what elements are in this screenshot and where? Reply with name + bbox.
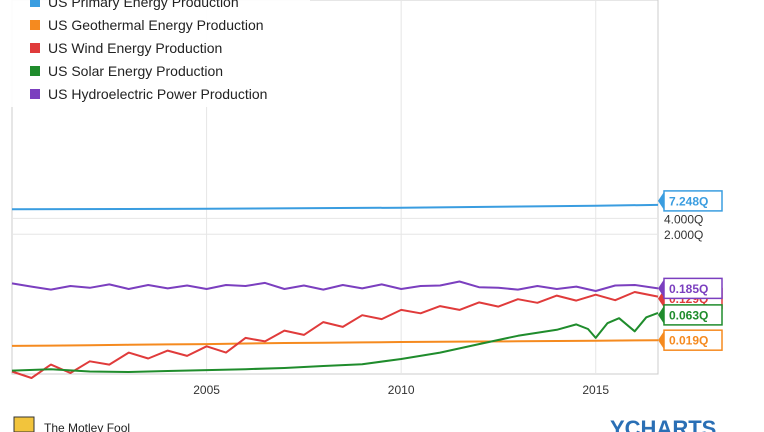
value-badge-label: 0.063Q <box>669 308 708 322</box>
value-badge-label: 7.248Q <box>669 194 708 208</box>
legend-label: US Primary Energy Production <box>48 0 239 10</box>
series-line-1 <box>11 339 659 347</box>
value-badge-1: 0.019Q <box>658 329 723 351</box>
legend-item: US Wind Energy Production <box>30 40 222 56</box>
motley-fool-logo-icon <box>13 416 35 432</box>
legend-item: US Geothermal Energy Production <box>30 17 264 33</box>
legend-swatch <box>30 43 40 53</box>
x-tick-label: 2005 <box>193 383 220 397</box>
value-badge-0: 7.248Q <box>658 190 723 212</box>
legend-item: US Hydroelectric Power Production <box>30 86 267 102</box>
chart-axes: 4.000Q 2.000Q 2005 2010 2015 <box>193 212 703 397</box>
value-badge-label: 0.019Q <box>669 334 708 348</box>
footer: The Motley Fool YCHARTS <box>13 416 716 432</box>
legend-background <box>10 0 310 107</box>
legend-swatch <box>30 20 40 30</box>
x-tick-label: 2015 <box>582 383 609 397</box>
series-line-2 <box>11 291 659 379</box>
legend-swatch <box>30 66 40 76</box>
chart-series <box>11 203 659 379</box>
x-tick-label: 2010 <box>388 383 415 397</box>
y-tick-label: 4.000Q <box>664 212 703 226</box>
legend-label: US Solar Energy Production <box>48 63 223 79</box>
legend-item: US Primary Energy Production <box>30 0 239 10</box>
ycharts-logo: YCHARTS <box>610 416 716 432</box>
legend-item: US Solar Energy Production <box>30 63 223 79</box>
value-badge-3: 0.063Q <box>658 304 723 326</box>
legend-swatch <box>30 89 40 99</box>
footer-brand: The Motley Fool <box>44 421 130 432</box>
legend-label: US Wind Energy Production <box>48 40 222 56</box>
series-line-0 <box>11 203 659 211</box>
legend-label: US Hydroelectric Power Production <box>48 86 267 102</box>
legend-label: US Geothermal Energy Production <box>48 17 264 33</box>
y-tick-label: 2.000Q <box>664 228 703 242</box>
value-badge-label: 0.185Q <box>669 282 708 296</box>
legend: US Primary Energy Production US Geotherma… <box>10 0 310 107</box>
value-badge-4: 0.185Q <box>658 277 723 300</box>
series-line-4 <box>11 280 659 292</box>
legend-swatch <box>30 0 40 7</box>
series-line-3 <box>11 311 659 373</box>
